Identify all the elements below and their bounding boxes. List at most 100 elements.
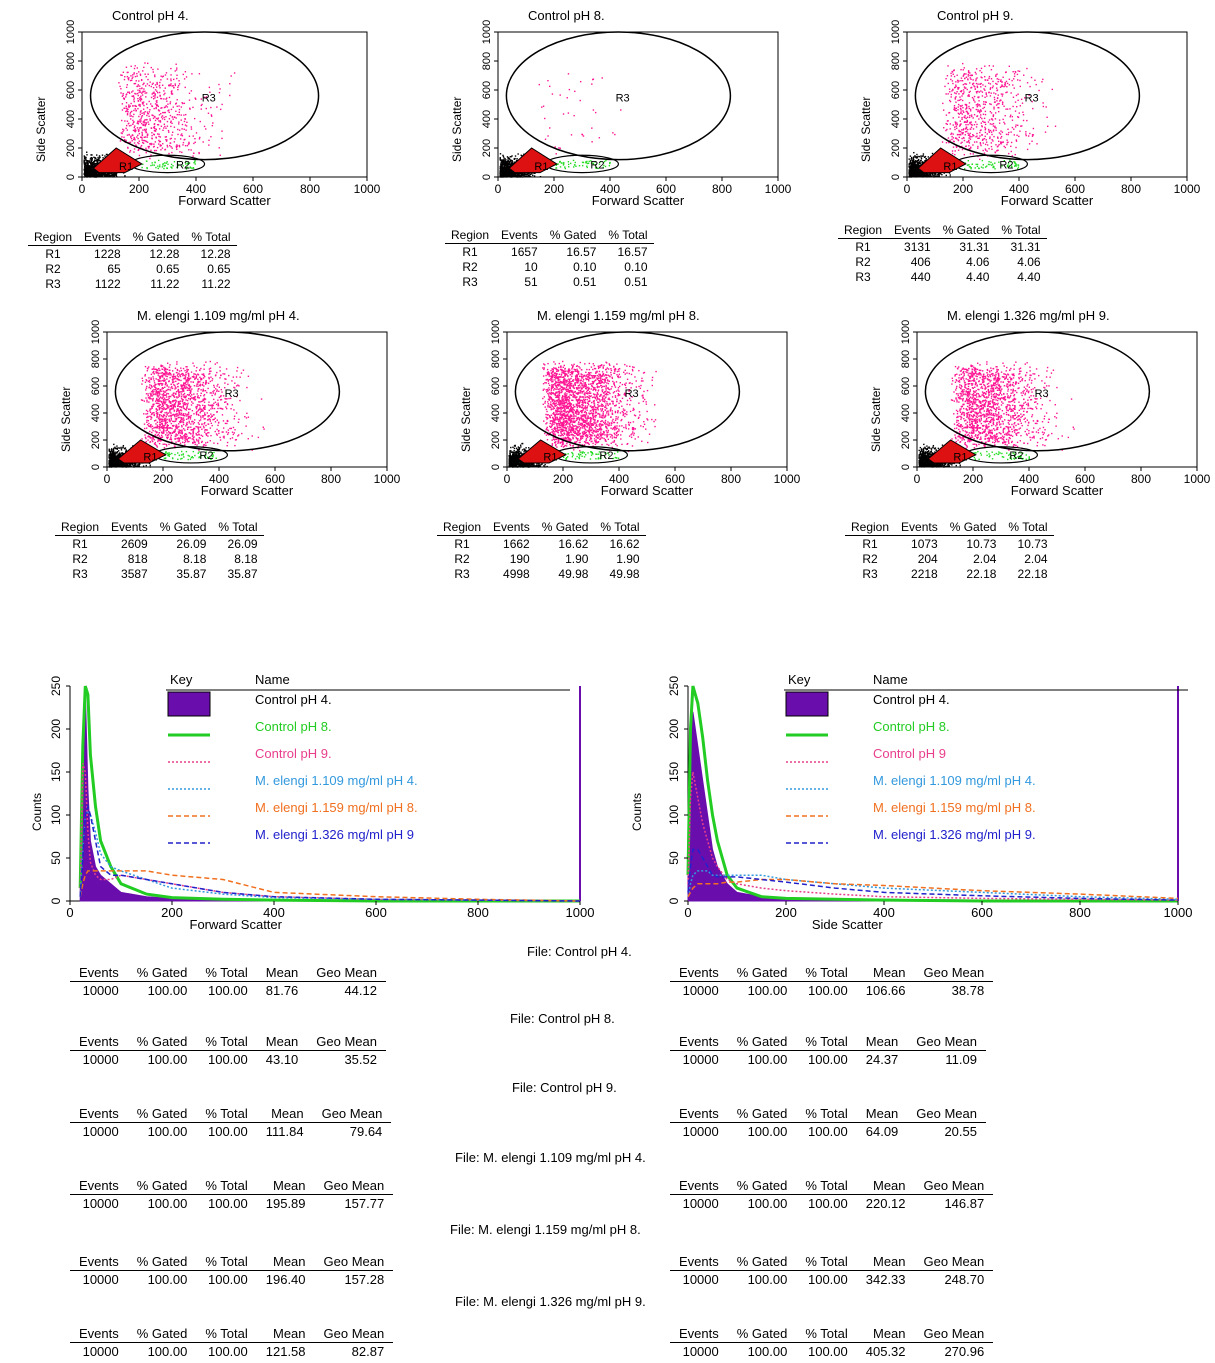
y-tick-label: 0: [65, 174, 77, 180]
scatter-panel: R1 R2 R3 0 200 400 600 800 1000 0 200 400 600 800 1000…: [459, 308, 805, 515]
table-row: R2 818 8.18 8.18: [55, 551, 264, 566]
y-tick-label: 200: [90, 431, 102, 449]
y-axis-label: Side Scatter: [34, 96, 48, 162]
legend: Key Name Control pH 4. Control pH 8. Control…: [778, 672, 1198, 872]
series-line: [687, 848, 1179, 901]
table-row: R3 3587 35.87 35.87: [55, 566, 264, 581]
table-cell: R2: [862, 552, 878, 566]
y-tick-label: 200: [65, 139, 77, 157]
x-tick-label: 1000: [1174, 182, 1201, 196]
table-header: % Gated: [543, 228, 603, 244]
y-tick-label: 1000: [490, 320, 502, 344]
plot-title: M. elengi 1.109 mg/ml pH 4.: [137, 308, 300, 323]
plot-frame: [106, 331, 388, 468]
region-label: R3: [625, 388, 639, 400]
table-row: R1 1657 16.57 16.57: [445, 244, 654, 259]
table-row: R2 10 0.10 0.10: [445, 259, 654, 274]
stats-table: Events% Gated% Total Mean Geo Mean 10000 100…: [670, 1326, 994, 1359]
table-header: % Gated: [727, 1326, 797, 1343]
legend-name-header: Name: [255, 672, 290, 687]
table-cell: 100.00: [807, 983, 848, 998]
x-tick-label: 600: [265, 472, 285, 486]
table-row: 10000 100.00 100.00 196.40 157.28: [70, 1271, 393, 1287]
file-label: File: M. elengi 1.109 mg/ml pH 4.: [455, 1150, 646, 1165]
x-tick-label: 800: [721, 472, 741, 486]
table-cell: 157.77: [344, 1196, 385, 1211]
x-tick-label: 1000: [566, 905, 595, 920]
table-header: Events: [895, 520, 944, 536]
scatter-plot: R1 R2 R3 0 200 400 600 800 1000 0 200 400 600 800 1000: [90, 320, 401, 486]
table-cell: R3: [862, 567, 878, 581]
region-r1-gate: [92, 147, 143, 174]
table-cell: 100.00: [147, 1272, 188, 1287]
table-cell: 342.33: [865, 1272, 906, 1287]
table-header: Events: [70, 1034, 128, 1051]
table-header: % Total: [796, 1254, 857, 1271]
table-header: % Gated: [127, 1254, 197, 1271]
region-r3-gate: [114, 331, 341, 452]
table-header: Geo Mean: [314, 1326, 394, 1343]
table-header: % Total: [796, 1178, 857, 1195]
x-tick-label: 600: [1065, 182, 1085, 196]
file-label: File: Control pH 4.: [527, 944, 632, 959]
table-row: 10000 100.00 100.00 220.12 146.87: [670, 1195, 993, 1211]
y-axis-label: Side Scatter: [450, 96, 464, 162]
table-cell: 11.09: [945, 1052, 977, 1067]
table-cell: 44.12: [344, 983, 377, 998]
table-row: 10000 100.00 100.00 106.66 38.78: [670, 982, 993, 998]
table-cell: 10.73: [966, 537, 997, 551]
table-header: Mean: [856, 1178, 915, 1195]
table-cell: 146.87: [944, 1196, 985, 1211]
x-axis-label: Forward Scatter: [1000, 193, 1094, 208]
stats-table: Events% Gated% Total Mean Geo Mean 10000 100…: [670, 1178, 994, 1211]
y-tick-label: 50: [667, 851, 681, 865]
legend-entry: Control pH 8.: [873, 719, 950, 734]
table-header: Geo Mean: [914, 1178, 994, 1195]
x-tick-label: 600: [656, 182, 676, 196]
table-cell: R1: [72, 537, 88, 551]
table-row: R1 1228 12.28 12.28: [28, 246, 237, 261]
table-cell: 100.00: [807, 1052, 848, 1067]
x-tick-label: 0: [66, 905, 73, 920]
table-cell: 12.28: [149, 247, 180, 261]
table-header: Mean: [856, 965, 915, 982]
y-tick-label: 200: [49, 719, 63, 739]
table-cell: 1.90: [565, 552, 589, 566]
table-header: % Gated: [127, 1178, 197, 1195]
table-cell: 10: [524, 260, 538, 274]
table-cell: 10.73: [1017, 537, 1048, 551]
stats-table: Events% Gated% Total Mean Geo Mean 10000 100…: [70, 1106, 392, 1139]
y-tick-label: 150: [49, 762, 63, 782]
table-cell: 818: [127, 552, 148, 566]
table-cell: 16.62: [609, 537, 640, 551]
table-cell: 1073: [911, 537, 938, 551]
table-row: 10000 100.00 100.00 195.89 157.77: [70, 1195, 393, 1211]
table-header: Mean: [256, 1178, 315, 1195]
y-tick-label: 400: [481, 110, 493, 128]
table-header: % Gated: [727, 1034, 797, 1051]
table-header: Mean: [256, 1254, 315, 1271]
table-cell: 16.62: [558, 537, 589, 551]
table-cell: R1: [462, 245, 478, 259]
x-tick-label: 1000: [1184, 472, 1211, 486]
table-row: R3 4998 49.98 49.98: [437, 566, 646, 581]
x-tick-label: 400: [263, 905, 285, 920]
table-cell: 20.55: [944, 1124, 977, 1139]
y-tick-label: 400: [900, 404, 912, 422]
plot-frame: [916, 331, 1198, 468]
scatter-plot: R1 R2 R3 0 200 400 600 800 1000 0 200 400 600 800 1000: [481, 20, 792, 196]
series-line: [686, 685, 1178, 903]
y-axis-label: Counts: [630, 792, 644, 831]
scatter-plot: R1 R2 R3 0 200 400 600 800 1000 0 200 400 600 800 1000: [890, 20, 1201, 196]
y-tick-label: 0: [481, 174, 493, 180]
region-table: Region Events% Gated% Total R1 2609 26.09 26.…: [55, 520, 264, 581]
table-row: R2 65 0.65 0.65: [28, 261, 237, 276]
series-line: [79, 803, 581, 902]
table-header: Events: [670, 965, 728, 982]
x-tick-label: 800: [467, 905, 489, 920]
x-tick-label: 0: [104, 472, 111, 486]
table-header: Mean: [856, 1254, 915, 1271]
region-r1-gate: [917, 147, 967, 174]
y-tick-label: 600: [890, 81, 902, 99]
table-cell: 270.96: [944, 1344, 985, 1359]
